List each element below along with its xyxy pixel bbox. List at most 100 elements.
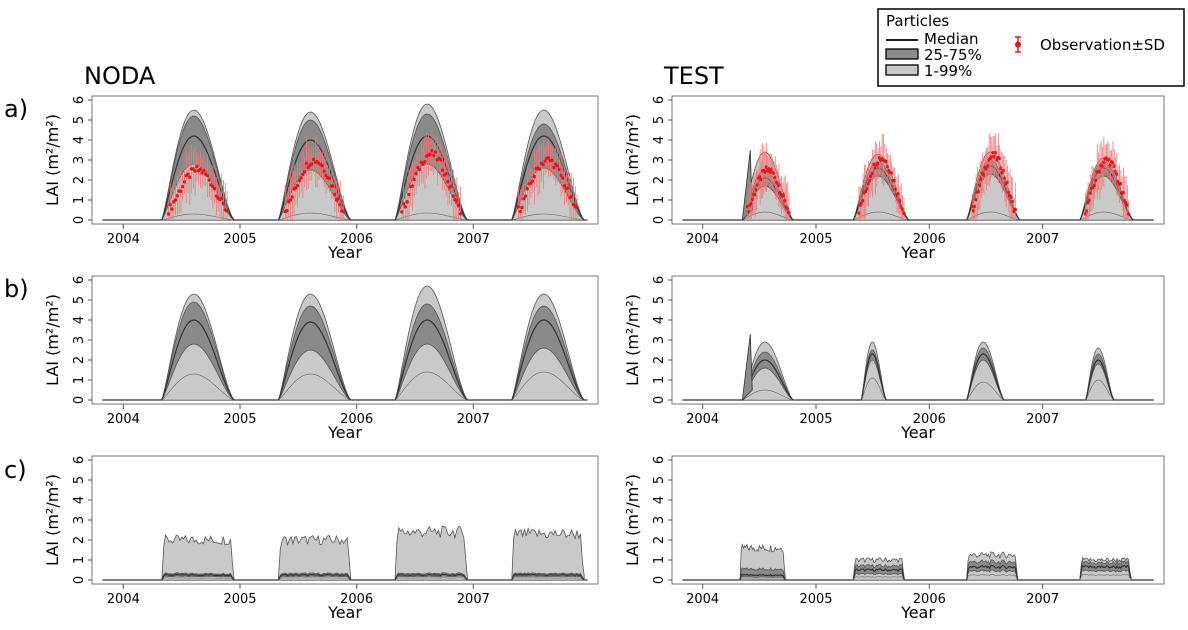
observation-point [994,151,998,155]
observation-point [1083,212,1088,216]
x-tick-label: 2004 [107,232,140,247]
y-tick-label: 4 [72,136,87,144]
y-tick-label: 0 [652,576,667,584]
observation-point [783,198,787,203]
y-tick-label: 0 [652,396,667,404]
panel-c-TEST: 0 1 2 3 4 5 6 2004 2005 2006 2007 Year LAI (m²/m²) [623,455,1165,622]
observation-point [868,178,872,183]
observation-point [439,158,443,162]
observation-point [288,198,293,202]
observation-point [971,209,976,213]
observation-point [885,164,890,169]
observation-point [432,153,436,158]
observation-point [769,167,774,172]
observation-point [865,187,869,191]
row-label-a: a) [4,95,28,123]
observation-point [327,176,332,181]
x-axis-label: Year [327,243,362,262]
y-tick-label: 4 [72,496,87,504]
observation-point [423,160,427,164]
observation-point [1119,182,1123,186]
observation-point [322,169,326,173]
panel-a-TEST: 0 1 2 3 4 5 6 2004 2005 2006 2007 Year LAI (m²/m²) [623,95,1165,262]
band-1-99-season-3 [394,525,468,581]
observation-point [446,179,450,184]
observation-point [168,203,172,207]
x-tick-label: 2004 [686,232,719,247]
band-lower-season-3 [966,574,1019,581]
y-tick-label: 3 [652,336,667,344]
band-lower-season-4 [511,577,585,581]
observation-point [873,166,878,170]
x-axis-label: Year [327,603,362,622]
median-line-season-2 [277,321,352,401]
band-lower-season-3 [394,577,468,581]
observation-point [1001,168,1006,173]
observation-point [876,161,880,165]
observation-point [428,152,432,157]
x-tick-label: 2004 [686,592,719,607]
x-tick-label: 2004 [107,592,140,607]
observation-point [1107,157,1111,161]
y-tick-label: 4 [652,316,667,324]
observation-point [749,201,754,206]
observation-point [550,158,554,163]
y-tick-label: 6 [72,96,87,104]
observation-point [421,162,425,166]
legend-median-label: Median [924,30,979,48]
x-tick-label: 2006 [340,592,373,607]
early-spike-season-1 [741,333,753,402]
observation-point [977,189,981,194]
band-1-99-season-4 [511,527,585,581]
y-tick-label: 0 [72,396,87,404]
observation-point [295,183,300,188]
y-tick-label: 3 [72,516,87,524]
observation-point [755,183,760,187]
x-tick-label: 2006 [913,592,946,607]
observation-point [997,156,1002,161]
y-tick-label: 6 [652,456,667,464]
observation-point [566,186,570,190]
legend-q01-99-swatch [885,64,919,76]
observation-point [1098,170,1102,174]
observation-point [982,173,986,177]
panel-b-NODA: 0 1 2 3 4 5 6 2004 2005 2006 2007 Year LAI (m²/m²) [43,275,599,442]
median-line-season-3 [966,353,1005,401]
band-lower-season-4 [1085,379,1116,401]
observation-point [999,166,1003,171]
x-tick-label: 2007 [457,232,490,247]
median-line-season-4 [511,319,585,401]
y-tick-label: 1 [72,196,87,204]
y-tick-label: 2 [652,356,667,364]
y-tick-label: 2 [652,536,667,544]
observation-point [202,169,206,173]
observation-point [433,150,438,154]
band-lower-season-1 [739,578,786,581]
observation-point [417,167,422,172]
y-tick-label: 4 [652,496,667,504]
observation-point [889,171,894,175]
observation-point [207,178,212,182]
observation-point [301,172,305,177]
observation-point [777,183,781,188]
legend: Particles Median 25-75% 1-99% Observatio… [877,8,1185,87]
observation-point [1094,178,1098,183]
observation-point [758,175,762,179]
band-lower-season-1 [161,373,235,401]
panel-b-TEST: 0 1 2 3 4 5 6 2004 2005 2006 2007 Year LAI (m²/m²) [623,275,1165,442]
y-tick-label: 6 [652,276,667,284]
x-tick-label: 2005 [223,412,256,427]
observation-point [336,196,341,201]
y-tick-label: 1 [652,196,667,204]
x-tick-label: 2004 [107,412,140,427]
x-tick-label: 2005 [223,232,256,247]
observation-point [532,174,537,179]
y-tick-label: 2 [72,356,87,364]
observation-point [1121,190,1126,195]
observation-point [182,180,187,184]
y-tick-label: 5 [652,116,667,124]
x-tick-label: 2006 [913,412,946,427]
legend-observation-swatch [1015,36,1021,53]
y-tick-label: 4 [72,316,87,324]
